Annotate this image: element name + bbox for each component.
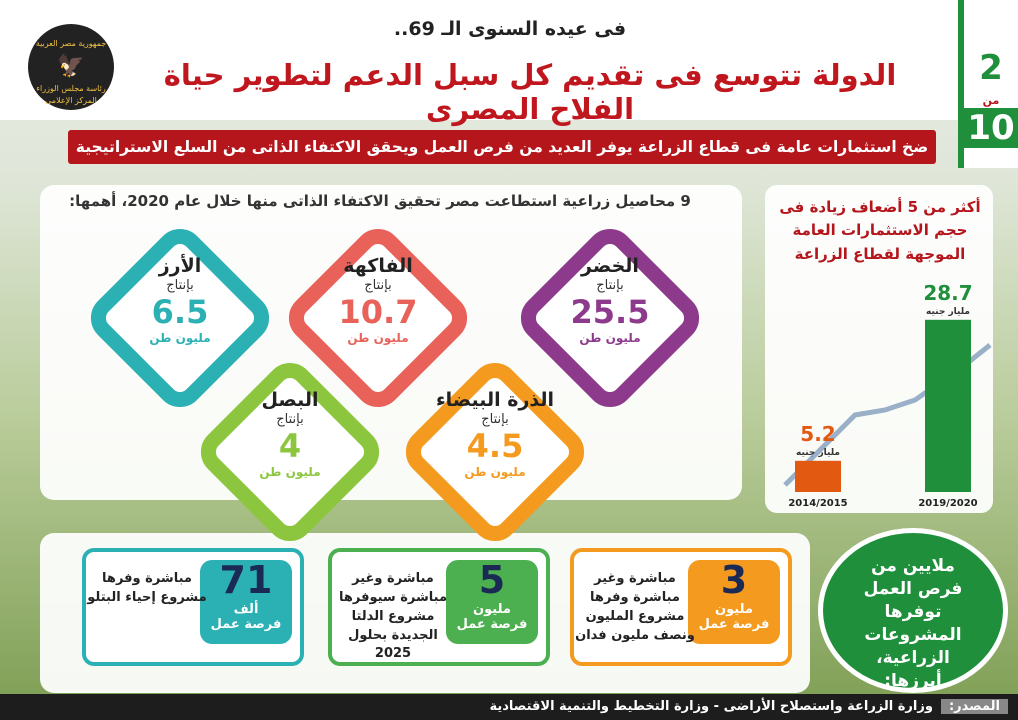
bar-unit: مليار جنيه <box>796 448 840 458</box>
logo-line: المركز الإعلامى <box>45 96 97 105</box>
jobs-title: ملايين من فرص العمل توفرها المشروعات الز… <box>818 528 1008 693</box>
page-current: 2 <box>979 48 1003 88</box>
crop-text: الأرز بإنتاج 6.5 مليون طن <box>115 255 245 346</box>
source-text: وزارة الزراعة واستصلاح الأراضى - وزارة ا… <box>489 699 933 714</box>
crop-value: 4.5 <box>466 426 524 465</box>
job-description: مباشرة وغير مباشرة سيوفرها مشروع الدلتا … <box>338 571 448 662</box>
job-unit: مليون <box>715 601 753 617</box>
crop-name: الأرز <box>158 255 202 277</box>
page-total: 10 <box>964 108 1018 148</box>
job-badge: 3 مليون فرصة عمل <box>688 558 780 644</box>
logo-line: رئاسة مجلس الوزراء <box>36 84 106 93</box>
investment-text: أكثر من 5 أضعاف زيادة فى حجم الاستثمارات… <box>779 198 981 263</box>
job-description: مباشرة وفرها مشروع إحياء البتلو <box>87 571 207 605</box>
crop-value: 10.7 <box>338 292 418 331</box>
crop-text: الخضر بإنتاج 25.5 مليون طن <box>545 255 675 346</box>
crop-prefix: بإنتاج <box>481 411 509 427</box>
job-card <box>570 548 792 666</box>
crop-prefix: بإنتاج <box>166 277 194 293</box>
job-badge: 5 مليون فرصة عمل <box>446 558 538 644</box>
job-value: 71 <box>219 558 273 602</box>
crop-unit: مليون طن <box>464 465 526 480</box>
crop-value: 25.5 <box>570 292 650 331</box>
crop-name: الخضر <box>581 255 639 277</box>
job-value: 3 <box>720 558 748 602</box>
subtitle: ضخ استثمارات عامة فى قطاع الزراعة يوفر ا… <box>68 130 936 164</box>
page-separator: من <box>982 94 1000 107</box>
job-label: فرصة عمل <box>210 616 282 632</box>
page-number: 2 من 10 <box>958 0 1018 168</box>
bar-value: 5.2 <box>800 422 835 446</box>
crop-text: البصل بإنتاج 4 مليون طن <box>225 389 355 480</box>
header-band <box>0 0 1018 120</box>
crop-prefix: بإنتاج <box>276 411 304 427</box>
crop-prefix: بإنتاج <box>596 277 624 293</box>
crop-text: الذرة البيضاء بإنتاج 4.5 مليون طن <box>430 389 560 480</box>
investment-chart: 5.2 مليار جنيه 2014/2015 28.7 مليار جنيه 2019… <box>783 281 992 509</box>
job-label: فرصة عمل <box>698 616 770 632</box>
job-value: 5 <box>478 558 506 602</box>
logo-line: جمهورية مصر العربية <box>35 39 107 48</box>
crop-unit: مليون طن <box>579 331 641 346</box>
job-description: مباشرة وغير مباشرة وفرها مشروع المليون و… <box>575 571 695 643</box>
job-unit: ألف <box>233 601 259 617</box>
crop-value: 6.5 <box>151 292 209 331</box>
bar-label: 2019/2020 <box>918 498 977 509</box>
crops-intro: 9 محاصيل زراعية استطاعت مصر تحقيق الاكتف… <box>69 192 691 210</box>
bar-value: 28.7 <box>923 281 972 305</box>
title: الدولة تتوسع فى تقديم كل سبل الدعم لتطوي… <box>163 58 897 126</box>
source-label: المصدر: <box>940 699 1008 714</box>
job-label: فرصة عمل <box>456 616 528 632</box>
crop-unit: مليون طن <box>259 465 321 480</box>
crop-name: البصل <box>261 389 319 411</box>
bar-unit: مليار جنيه <box>926 307 970 317</box>
crop-value: 4 <box>278 426 302 465</box>
crop-name: الذرة البيضاء <box>435 389 555 411</box>
crop-unit: مليون طن <box>149 331 211 346</box>
logo: جمهورية مصر العربية 🦅 رئاسة مجلس الوزراء… <box>28 24 114 110</box>
crop-prefix: بإنتاج <box>364 277 392 293</box>
crop-text: الفاكهة بإنتاج 10.7 مليون طن <box>313 255 443 346</box>
source: المصدر: وزارة الزراعة واستصلاح الأراضى - … <box>0 694 1018 720</box>
crop-name: الفاكهة <box>343 255 413 277</box>
emblem: 🦅 <box>57 54 85 79</box>
bar <box>925 319 971 492</box>
pre-title: فى عيده السنوى الـ 69.. <box>393 18 627 40</box>
crop-unit: مليون طن <box>347 331 409 346</box>
bar <box>795 460 841 492</box>
job-badge: 71 ألف فرصة عمل <box>200 558 292 644</box>
bar-label: 2014/2015 <box>788 498 847 509</box>
job-unit: مليون <box>473 601 511 617</box>
